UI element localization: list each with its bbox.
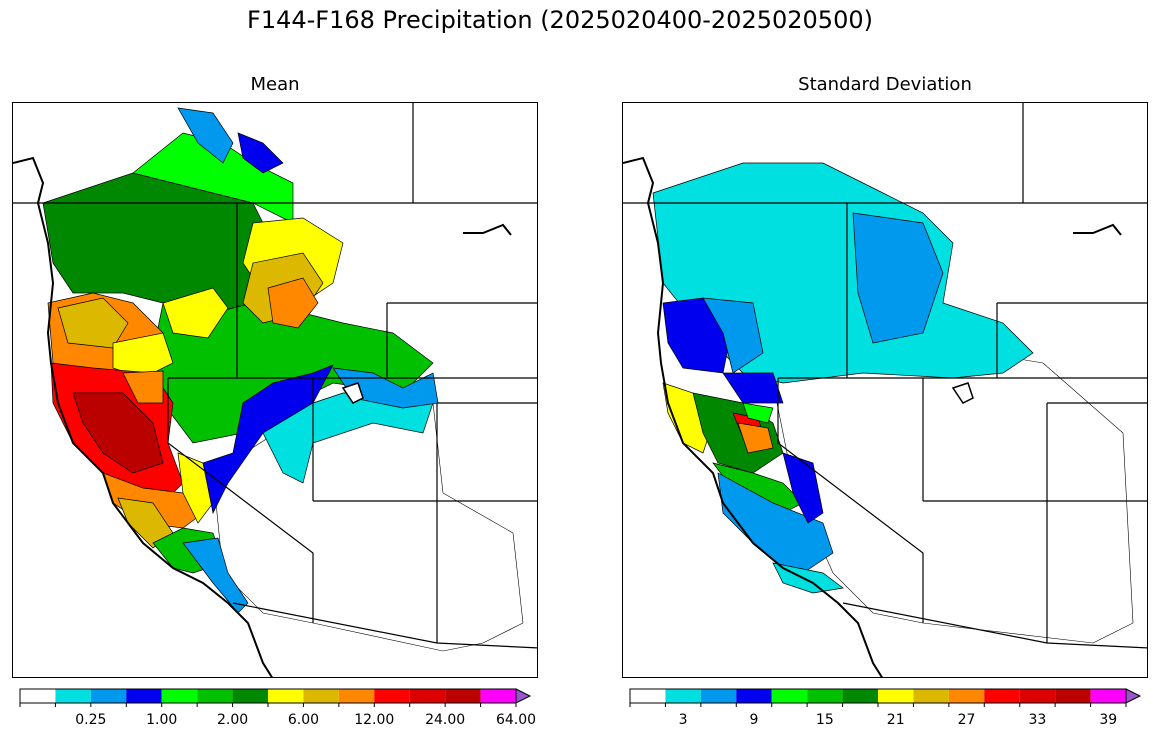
colorbar-tick-label: 33 — [1028, 712, 1047, 728]
colorbar-segment — [1019, 689, 1056, 703]
colorbar-tick-label: 15 — [815, 712, 834, 728]
region-central-california — [102, 472, 204, 529]
colorbar-segment — [1090, 689, 1126, 703]
panel-title-stddev: Standard Deviation — [798, 74, 972, 95]
colorbar-segment — [700, 689, 737, 703]
coastline — [623, 156, 883, 677]
colorbar-segment — [374, 689, 410, 703]
colorbar-tick-label: 0.25 — [75, 712, 107, 728]
state-boundaries — [13, 103, 537, 649]
colorbar-svg — [19, 688, 532, 707]
region-southwest — [212, 402, 524, 652]
region-idaho-blue — [852, 212, 944, 344]
colorbar-segment — [771, 689, 808, 703]
region-california-lime — [742, 402, 774, 424]
region-oregon-blue — [702, 297, 764, 374]
colorbar-tick-label: 2.00 — [216, 712, 249, 728]
region-idaho-orange — [267, 277, 319, 329]
colorbar-segment — [55, 689, 91, 703]
great-salt-lake — [341, 382, 364, 404]
colorbar-extend-arrow — [1125, 688, 1142, 704]
colorbar-segment — [480, 689, 516, 703]
colorbar-segment — [984, 689, 1020, 703]
region-california-darkred — [72, 392, 164, 474]
colorbar-segment — [913, 689, 949, 703]
region-central-oregon-yellow — [162, 287, 229, 339]
colorbar-segment — [445, 689, 481, 703]
colorbar-segment — [268, 689, 304, 703]
state-boundaries — [623, 103, 1147, 649]
coastline — [13, 156, 273, 677]
colorbar-tick-label: 9 — [749, 712, 759, 728]
great-salt-lake — [951, 382, 974, 404]
colorbar-tick-label: 12.00 — [354, 712, 395, 728]
colorbar-segment — [665, 689, 701, 703]
colorbar-segment — [161, 689, 198, 703]
colorbar-segment — [1055, 689, 1091, 703]
figure-title: F144-F168 Precipitation (2025020400-2025… — [247, 6, 873, 34]
colorbar-mean — [19, 688, 532, 707]
colorbar-stddev — [629, 688, 1142, 707]
colorbar-tick-label: 21 — [886, 712, 905, 728]
colorbar-svg — [629, 688, 1142, 707]
panel-title-mean: Mean — [250, 74, 300, 95]
region-california-orange — [737, 422, 774, 454]
colorbar-tick-label: 27 — [957, 712, 976, 728]
colorbar-segment — [126, 689, 162, 703]
map-stddev[interactable] — [622, 102, 1148, 678]
region-great-basin-cyan — [262, 392, 434, 484]
colorbar-tick-label: 64.00 — [495, 712, 537, 728]
region-bc-peak — [237, 132, 284, 174]
region-northern-ca-blue — [722, 372, 784, 404]
region-socal-blue — [182, 537, 249, 614]
colorbar-segment — [948, 689, 985, 703]
map-stddev-svg — [623, 103, 1147, 677]
region-oregon-gold — [57, 297, 129, 349]
map-mean-svg — [13, 103, 537, 677]
colorbar-segment — [338, 689, 375, 703]
colorbar-segment — [409, 689, 446, 703]
region-socal-cyan — [772, 562, 844, 594]
region-sierra-blue — [782, 452, 824, 524]
colorbar-segment — [197, 689, 233, 703]
map-mean[interactable] — [12, 102, 538, 678]
colorbar-segment — [842, 689, 878, 703]
colorbar-segment — [303, 689, 339, 703]
colorbar-tick-label: 24.00 — [425, 712, 466, 728]
colorbar-extend-arrow — [515, 688, 532, 704]
lake-canada — [1073, 223, 1122, 236]
colorbar-tick-label: 6.00 — [287, 712, 320, 728]
colorbar-segment — [807, 689, 843, 703]
colorbar-segment — [232, 689, 268, 703]
colorbar-tick-label: 1.00 — [146, 712, 178, 728]
colorbar-segment — [90, 689, 127, 703]
colorbar-segment — [630, 689, 666, 703]
colorbar-tick-label: 3 — [678, 712, 688, 728]
region-sierra-nevada — [202, 364, 334, 515]
colorbar-segment — [20, 689, 56, 703]
region-california-orange-north — [122, 370, 164, 404]
lake-canada — [463, 223, 512, 236]
colorbar-tick-label: 39 — [1099, 712, 1118, 728]
region-oregon-yellow — [112, 332, 174, 379]
colorbar-segment — [878, 689, 914, 703]
colorbar-segment — [736, 689, 772, 703]
region-bc-north — [177, 107, 234, 164]
